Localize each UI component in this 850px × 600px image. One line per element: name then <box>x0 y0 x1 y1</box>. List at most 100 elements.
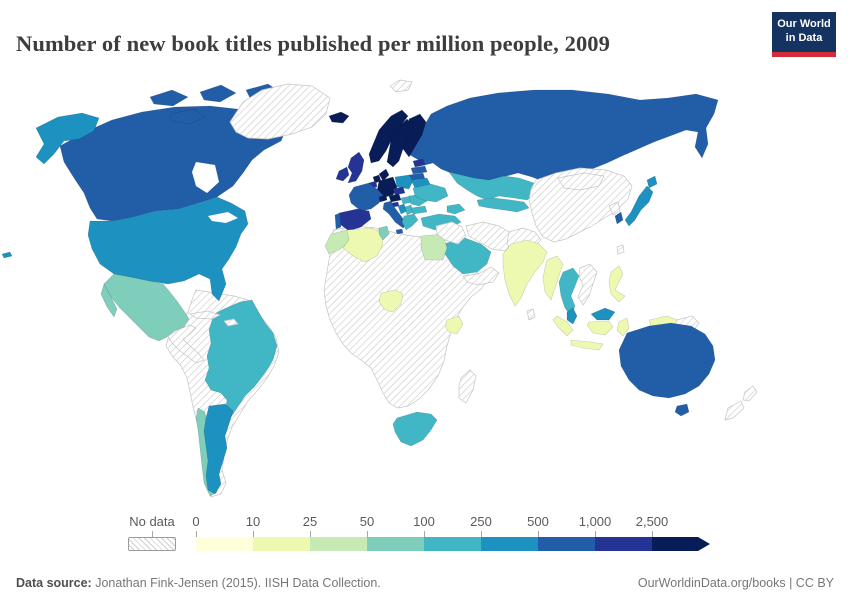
country-canada[interactable] <box>149 89 189 107</box>
owid-logo-line1: Our World <box>777 18 831 31</box>
region-central-america[interactable] <box>167 324 205 364</box>
country-indonesia-kalimantan[interactable] <box>586 320 614 336</box>
country-malaysia-borneo[interactable] <box>590 307 616 321</box>
country-kazakhstan[interactable] <box>448 171 538 201</box>
country-alaska[interactable] <box>35 112 100 165</box>
legend-segment[interactable] <box>367 537 424 551</box>
country-bulgaria[interactable] <box>410 205 428 215</box>
country-algeria[interactable] <box>342 227 384 263</box>
country-nigeria[interactable] <box>378 289 404 313</box>
world-map-svg <box>1 79 758 498</box>
legend-tick-label: 10 <box>245 514 261 529</box>
legend-tick-mark <box>196 531 197 537</box>
country-canada[interactable] <box>169 108 206 125</box>
country-new-zealand[interactable] <box>742 385 758 402</box>
region-vietnam-laos-cambodia[interactable] <box>577 263 598 306</box>
country-canada[interactable] <box>59 105 288 222</box>
country-canada[interactable] <box>199 84 237 103</box>
legend-segment[interactable] <box>424 537 481 551</box>
country-north-korea[interactable] <box>608 201 621 216</box>
country-philippines[interactable] <box>608 265 626 303</box>
country-malaysia-peninsula[interactable] <box>566 307 578 325</box>
country-china[interactable] <box>528 167 633 243</box>
country-france[interactable] <box>348 182 384 212</box>
data-source-note[interactable]: Data source: Jonathan Fink-Jensen (2015)… <box>16 576 381 590</box>
countries-layer <box>1 79 758 498</box>
legend-tick-label: 25 <box>302 514 318 529</box>
country-greenland[interactable] <box>229 83 331 140</box>
legend-tick-mark <box>481 531 482 537</box>
country-portugal[interactable] <box>334 212 342 230</box>
country-mongolia[interactable] <box>557 172 605 191</box>
legend-no-data-swatch[interactable] <box>128 537 176 551</box>
country-caucasus[interactable] <box>446 203 466 215</box>
map-legend: No data 0 10 25 50 100 250 500 1,000 2,500 <box>128 514 748 554</box>
country-mexico[interactable] <box>103 273 190 342</box>
country-kenya[interactable] <box>444 315 464 335</box>
legend-tick-label: 250 <box>470 514 492 529</box>
country-united-kingdom[interactable] <box>347 151 365 184</box>
country-uzbekistan[interactable] <box>476 197 530 213</box>
country-brazil[interactable] <box>204 299 278 421</box>
owid-credit-link[interactable]: OurWorldinData.org/books | CC BY <box>637 576 834 590</box>
country-tasmania[interactable] <box>674 403 690 417</box>
legend-tick-mark <box>424 531 425 537</box>
country-japan[interactable] <box>624 185 654 227</box>
country-taiwan[interactable] <box>616 244 625 255</box>
country-cuba[interactable] <box>189 310 221 320</box>
country-japan-hokkaido[interactable] <box>646 175 658 189</box>
legend-tick-mark <box>310 531 311 537</box>
country-indonesia-sulawesi[interactable] <box>616 317 630 337</box>
legend-segment[interactable] <box>253 537 310 551</box>
legend-segment[interactable] <box>538 537 595 551</box>
country-poland[interactable] <box>394 174 414 190</box>
country-denmark[interactable] <box>378 168 390 182</box>
country-ukraine[interactable] <box>412 183 449 203</box>
country-new-zealand[interactable] <box>724 400 745 421</box>
country-tunisia[interactable] <box>378 225 390 241</box>
country-indonesia-java[interactable] <box>570 339 604 351</box>
country-thailand[interactable] <box>558 267 580 317</box>
legend-tick-mark <box>152 531 153 537</box>
legend-arrow-segment[interactable] <box>652 537 710 551</box>
country-hawaii[interactable] <box>1 251 13 259</box>
country-hispaniola[interactable] <box>223 318 239 327</box>
region-yemen-oman[interactable] <box>462 266 500 286</box>
country-svalbard[interactable] <box>389 79 413 93</box>
country-iceland[interactable] <box>328 111 350 124</box>
legend-segment[interactable] <box>595 537 652 551</box>
country-mexico[interactable] <box>100 283 118 318</box>
country-australia[interactable] <box>618 322 716 399</box>
country-netherlands[interactable] <box>372 174 382 184</box>
country-myanmar[interactable] <box>542 255 564 301</box>
country-greece[interactable] <box>401 213 419 231</box>
country-south-korea[interactable] <box>614 211 624 225</box>
country-switzerland[interactable] <box>378 194 388 203</box>
region-syria-iraq-jordan[interactable] <box>435 221 467 245</box>
country-norway[interactable] <box>368 109 409 164</box>
country-sweden[interactable] <box>386 118 414 168</box>
country-india[interactable] <box>502 239 548 307</box>
legend-no-data-label: No data <box>129 514 175 529</box>
country-saudi-arabia[interactable] <box>442 237 492 275</box>
country-argentina[interactable] <box>203 403 234 495</box>
country-estonia[interactable] <box>412 158 426 168</box>
legend-tick-mark <box>367 531 368 537</box>
legend-tick-label: 100 <box>413 514 435 529</box>
country-indonesia-sumatra[interactable] <box>552 315 574 337</box>
owid-logo[interactable]: Our World in Data <box>772 12 836 57</box>
country-italy[interactable] <box>395 228 404 235</box>
country-ireland[interactable] <box>335 166 350 182</box>
owid-logo-line2: in Data <box>785 32 823 44</box>
country-sri-lanka[interactable] <box>526 308 536 321</box>
country-south-africa[interactable] <box>392 411 438 447</box>
country-latvia[interactable] <box>410 165 428 175</box>
legend-segment[interactable] <box>196 537 253 551</box>
country-russia[interactable] <box>402 89 719 183</box>
map-region <box>0 70 850 500</box>
country-czechia[interactable] <box>392 186 406 196</box>
country-madagascar[interactable] <box>458 369 477 404</box>
legend-segment[interactable] <box>481 537 538 551</box>
legend-tick-mark <box>595 531 596 537</box>
legend-segment[interactable] <box>310 537 367 551</box>
